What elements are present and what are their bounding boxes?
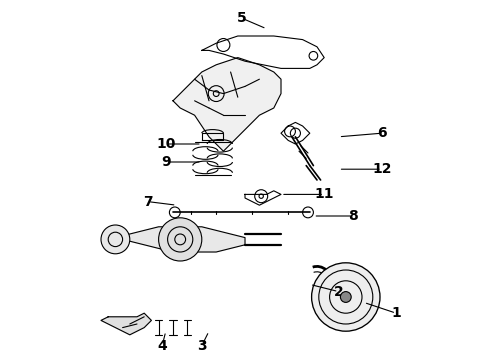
Polygon shape — [101, 313, 151, 335]
Polygon shape — [116, 227, 245, 252]
Text: 5: 5 — [237, 11, 246, 25]
Text: 1: 1 — [392, 306, 401, 320]
Circle shape — [312, 263, 380, 331]
Text: 12: 12 — [372, 162, 392, 176]
Circle shape — [341, 292, 351, 302]
Text: 2: 2 — [334, 285, 343, 298]
Circle shape — [159, 218, 202, 261]
Circle shape — [101, 225, 130, 254]
Text: 3: 3 — [197, 339, 207, 352]
Text: 6: 6 — [377, 126, 387, 140]
Polygon shape — [173, 58, 281, 151]
Text: 8: 8 — [348, 209, 358, 223]
Text: 4: 4 — [157, 339, 167, 352]
Text: 9: 9 — [161, 155, 171, 169]
Text: 11: 11 — [315, 188, 334, 201]
Text: 10: 10 — [156, 137, 175, 151]
Text: 7: 7 — [143, 195, 152, 208]
